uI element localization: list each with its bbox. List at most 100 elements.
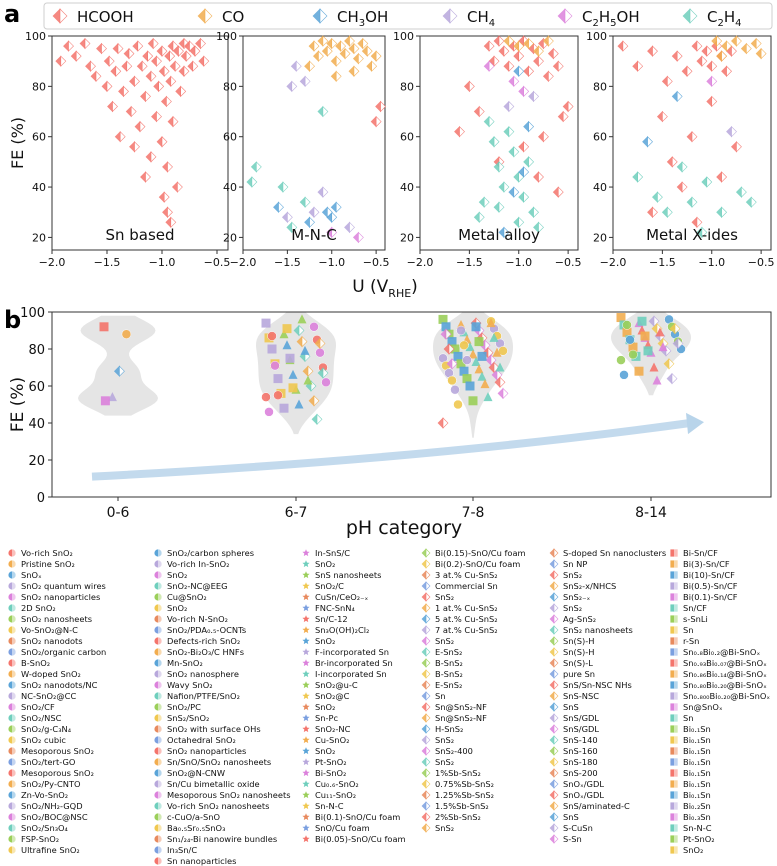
point-c2h4 xyxy=(473,211,485,223)
data-point xyxy=(447,375,457,386)
xtick-label: −2.0 xyxy=(230,256,257,269)
ytick-label: 60 xyxy=(32,131,46,144)
legend-item-label: S-Sn xyxy=(563,834,582,844)
panel-b-label: b xyxy=(4,306,21,334)
point-hcooh xyxy=(617,40,629,52)
point-c2h4 xyxy=(518,191,530,203)
data-point xyxy=(643,346,653,356)
data-point xyxy=(294,399,304,409)
point-hcooh xyxy=(70,50,82,62)
legend-item-label: Bi-Sn/CF xyxy=(683,548,718,558)
point-c2h5oh xyxy=(706,75,718,88)
point-co xyxy=(361,45,373,57)
point-hcooh xyxy=(661,75,673,88)
point-hcooh xyxy=(552,60,564,72)
legend-column-6: Bi-Sn/CFBi(3)-Sn/CFBi(10)-Sn/CFBi(0.5)-S… xyxy=(670,548,770,855)
legend-marker-ch3oh xyxy=(312,8,328,24)
legend-item-marker xyxy=(421,812,431,822)
legend-item-label: SnS-140 xyxy=(563,735,598,745)
point-co xyxy=(321,45,333,57)
point-c2h4 xyxy=(493,161,505,173)
point-hcooh xyxy=(178,37,190,50)
point-ch4 xyxy=(503,100,515,113)
legend-item-label: 1%Sb-SnS₂ xyxy=(435,768,481,778)
legend-item-label: Sn@SnS₂-NF xyxy=(435,702,487,712)
point-ch3oh xyxy=(671,90,683,103)
legend-item-label: SnO₂/BOC@NSC xyxy=(21,812,88,822)
point-c2h4 xyxy=(503,125,515,138)
legend-item-label: CuSn/CeO₂₋ₓ xyxy=(315,592,369,602)
legend-item-label: SnO₂/PC xyxy=(167,702,201,712)
point-co xyxy=(721,40,732,52)
legend-item-label: Ag-SnS₂ xyxy=(563,614,596,624)
point-hcooh xyxy=(129,75,140,88)
ytick-label: 100 xyxy=(216,30,237,43)
legend-item-label: SnO₂ xyxy=(683,845,703,855)
point-c2h4 xyxy=(299,196,311,208)
legend-item-marker xyxy=(302,582,310,590)
data-point xyxy=(99,322,109,332)
legend-item-label: SnS/GDL xyxy=(563,724,599,734)
ytick-label: 20 xyxy=(223,231,237,244)
legend-label-ch3oh: CH3OH xyxy=(337,8,388,29)
legend-item-label: Pt-SnO₂ xyxy=(683,834,715,844)
legend-item-label: Sn nanoparticles xyxy=(167,856,236,866)
legend-item-marker xyxy=(421,713,431,723)
legend-item-label: SnS₂ xyxy=(435,757,454,767)
legend-item-label: SnO₂-NC@EEG xyxy=(167,581,228,591)
legend-item-label: Sn/CF xyxy=(683,603,707,613)
legend-label-hcooh: HCOOH xyxy=(77,8,134,26)
legend-item-label: H-SnS₂ xyxy=(435,724,463,734)
data-point xyxy=(279,329,289,339)
point-co xyxy=(335,40,347,52)
legend-item-label: Vo-rich SnO₂ nanosheets xyxy=(167,801,270,811)
point-hcooh xyxy=(129,141,140,153)
legend-item-marker xyxy=(549,570,559,580)
point-hcooh xyxy=(142,50,154,62)
point-hcooh xyxy=(165,75,177,88)
data-point xyxy=(459,340,469,351)
point-hcooh xyxy=(187,60,199,72)
point-co xyxy=(370,50,382,62)
legend-item-label: Bi(10)-Sn/CF xyxy=(683,570,735,580)
point-c2h4 xyxy=(493,201,505,213)
point-ch3oh xyxy=(321,206,333,218)
legend-item-marker xyxy=(421,658,431,668)
legend-item-label: SnO₂ nanodots xyxy=(21,636,83,646)
legend-item-label: Cu₀.₆-SnO₂ xyxy=(315,779,359,789)
data-point xyxy=(285,353,295,363)
point-c2h4 xyxy=(632,171,644,183)
legend-item-label: Sn-N-C xyxy=(683,823,712,833)
legend-item-label: Cu@SnO₂ xyxy=(167,592,207,602)
legend-item-label: SnS xyxy=(563,812,579,822)
legend-item-marker xyxy=(302,714,310,722)
legend-item-label: SnO₂/g-C₃N₄ xyxy=(21,724,72,734)
point-hcooh xyxy=(151,110,162,123)
point-ch4 xyxy=(528,90,539,103)
legend-item-label: Sn₀.₈₆Bi₀.₁₄@Bi-SnOₓ xyxy=(683,669,767,679)
legend-item-label: Sn₁/₂₄-Bi nanowire bundles xyxy=(167,834,277,844)
legend-item-label: Bi(0.1)-Sn/CF xyxy=(683,592,738,602)
legend-item-label: Vo-SnO₂@N-C xyxy=(21,625,78,635)
legend-item-label: SnOₓ xyxy=(21,570,42,580)
data-point xyxy=(100,396,110,406)
xtick-label: −2.0 xyxy=(600,256,627,269)
point-hcooh xyxy=(518,141,530,153)
legend-item-marker xyxy=(421,735,431,745)
data-point xyxy=(453,399,463,410)
legend-item-marker xyxy=(421,614,431,624)
legend-item-marker xyxy=(549,702,559,712)
point-hcooh xyxy=(156,136,168,148)
data-point xyxy=(282,340,292,350)
data-point xyxy=(669,322,681,335)
legend-item-label: 2%Sb-SnS₂ xyxy=(435,812,481,822)
legend-item-label: E-SnS₂ xyxy=(435,647,462,657)
point-co xyxy=(330,55,342,67)
legend-item-marker xyxy=(302,615,310,623)
legend-item-label: Mesoporous SnO₂ xyxy=(21,768,94,778)
point-co xyxy=(313,50,324,62)
point-ch3oh xyxy=(498,226,510,239)
